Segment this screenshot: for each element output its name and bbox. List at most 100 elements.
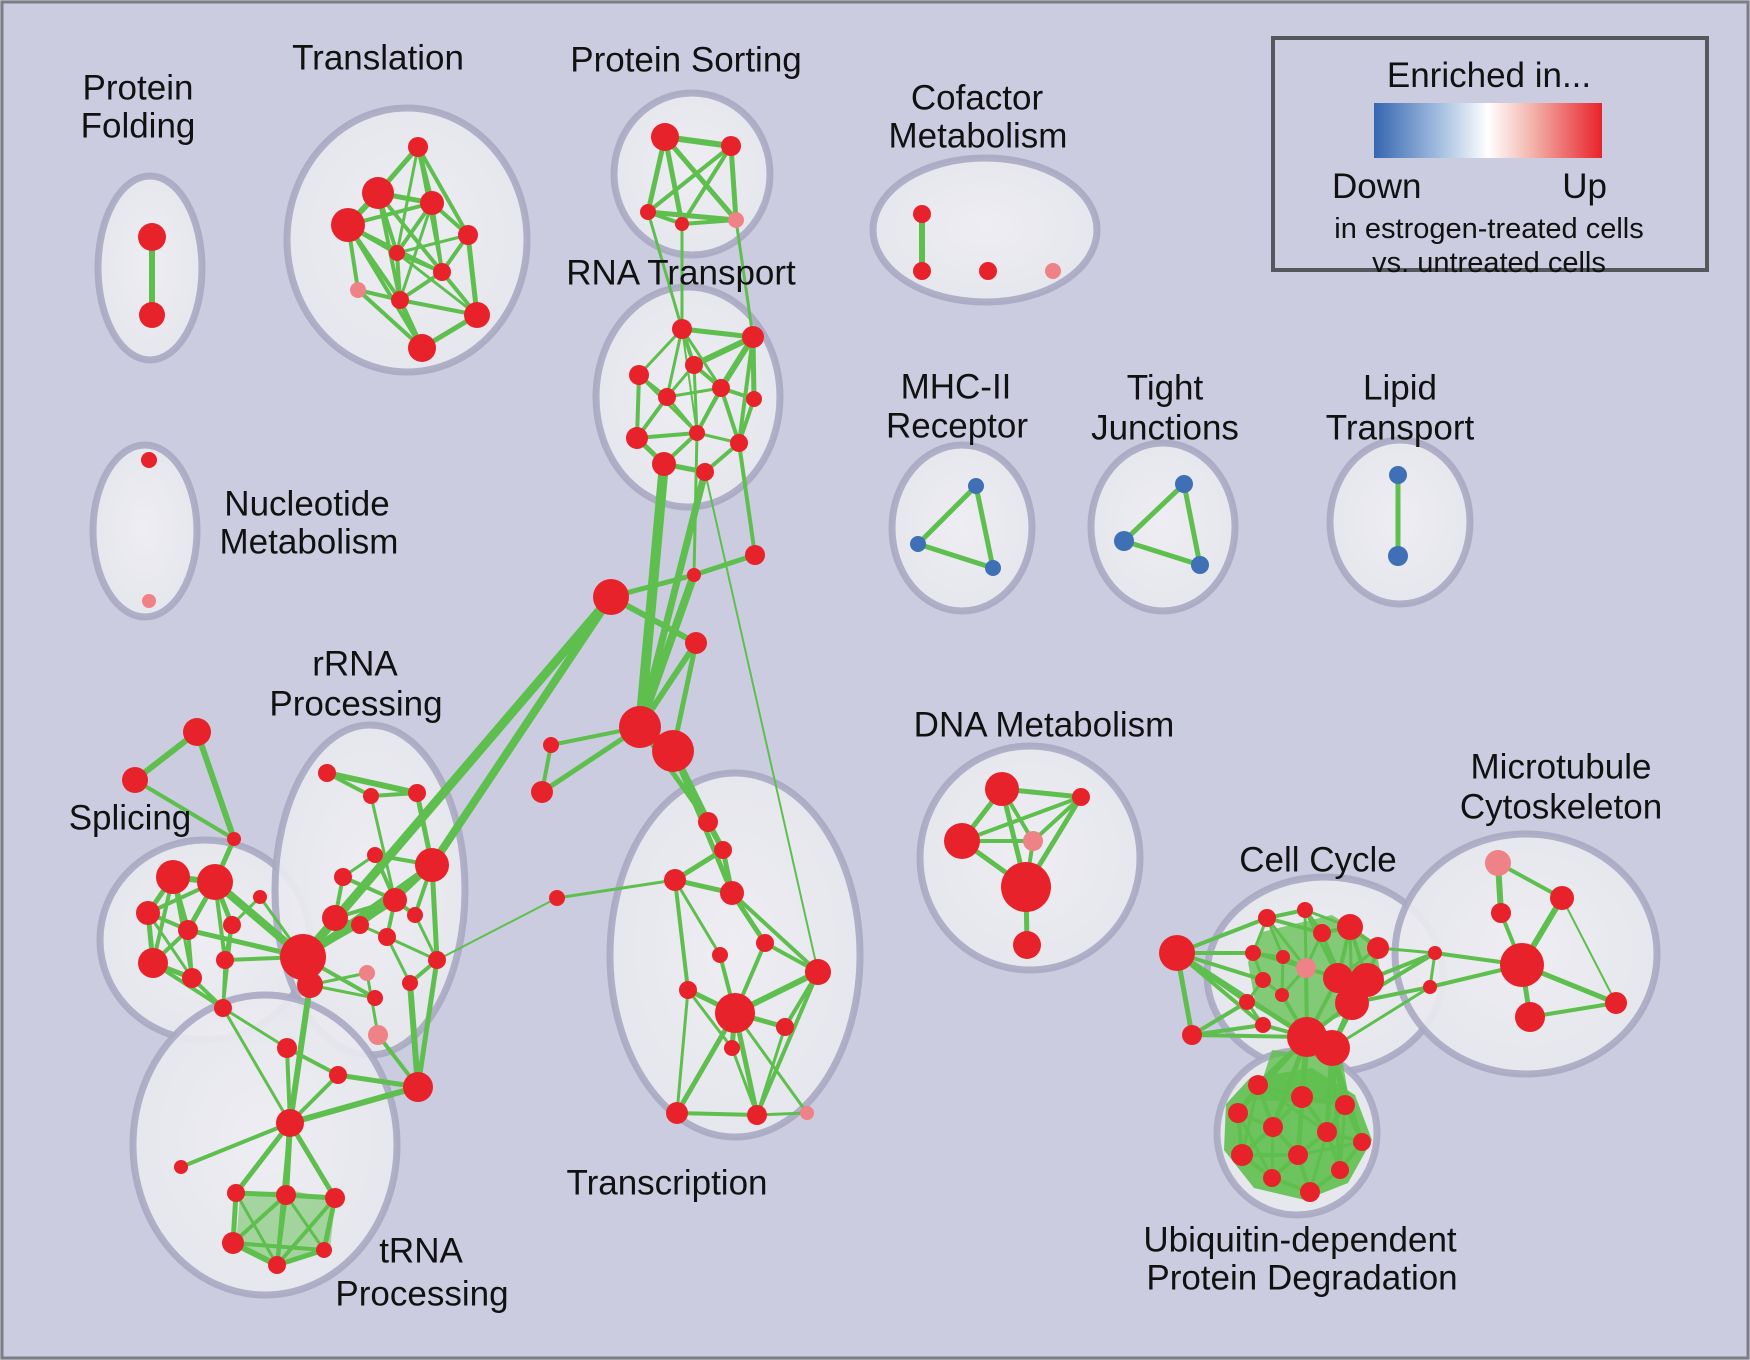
network-node-c1[interactable] — [698, 812, 718, 832]
network-node-hub1[interactable] — [619, 706, 661, 748]
network-node-mt1[interactable] — [1485, 850, 1511, 876]
network-node-cc9[interactable] — [1323, 963, 1353, 993]
network-node-tr5[interactable] — [268, 1256, 286, 1274]
network-node-dm1[interactable] — [985, 772, 1019, 806]
network-node-conn[interactable] — [253, 890, 267, 904]
network-node-tc7[interactable] — [724, 1040, 740, 1056]
network-node-cc13[interactable] — [1239, 994, 1255, 1010]
network-node-rr3[interactable] — [408, 784, 426, 802]
network-node-sp6[interactable] — [138, 948, 168, 978]
network-node-sp8[interactable] — [216, 951, 234, 969]
network-node-rr6[interactable] — [383, 888, 407, 912]
network-node-pk1[interactable] — [368, 1025, 388, 1045]
network-node-mt8[interactable] — [1423, 980, 1437, 994]
network-node-rt7[interactable] — [746, 391, 762, 407]
network-node-m4[interactable] — [593, 579, 629, 615]
network-node-ub4[interactable] — [1228, 1103, 1248, 1123]
network-node-c3[interactable] — [664, 869, 686, 891]
network-node-br3[interactable] — [403, 1072, 433, 1102]
network-node-ub9[interactable] — [1288, 1145, 1308, 1165]
network-node-tl2[interactable] — [362, 177, 394, 209]
network-node-tc5[interactable] — [715, 993, 755, 1033]
network-node-dm2[interactable] — [1072, 788, 1090, 806]
network-node-ps1[interactable] — [651, 123, 679, 151]
network-node-tc1[interactable] — [756, 934, 774, 952]
network-node-cc11[interactable] — [1255, 972, 1271, 988]
network-node-tl9[interactable] — [391, 291, 409, 309]
network-node-ps3[interactable] — [640, 204, 656, 220]
network-node-rr2[interactable] — [363, 788, 379, 804]
network-node-hubR2[interactable] — [297, 972, 323, 998]
network-node-rt9[interactable] — [626, 427, 648, 449]
network-node-mh2[interactable] — [910, 536, 926, 552]
network-node-tl1[interactable] — [408, 137, 428, 157]
network-node-rt2[interactable] — [742, 326, 764, 348]
network-node-rt11[interactable] — [652, 452, 676, 476]
network-node-nm2[interactable] — [142, 594, 156, 608]
network-node-rr8[interactable] — [322, 905, 348, 931]
network-node-rr1[interactable] — [318, 764, 336, 782]
network-node-sp3[interactable] — [136, 901, 160, 925]
network-node-ub1[interactable] — [1248, 1075, 1268, 1095]
network-node-rr9[interactable] — [351, 916, 369, 934]
network-node-ccI2[interactable] — [1182, 1025, 1202, 1045]
network-node-ub5[interactable] — [1263, 1117, 1283, 1137]
network-node-ub2[interactable] — [1291, 1086, 1313, 1108]
network-node-m8[interactable] — [549, 890, 565, 906]
network-node-trHub[interactable] — [276, 1109, 304, 1137]
network-node-tc3[interactable] — [805, 959, 831, 985]
network-node-cf2[interactable] — [913, 262, 931, 280]
network-node-tl5[interactable] — [458, 225, 478, 245]
network-node-cc14[interactable] — [1335, 986, 1369, 1020]
network-node-ub11[interactable] — [1263, 1169, 1281, 1187]
network-node-cf4[interactable] — [1045, 263, 1061, 279]
network-node-spC[interactable] — [227, 832, 241, 846]
network-node-ps5[interactable] — [728, 212, 744, 228]
network-node-tl4[interactable] — [420, 191, 444, 215]
network-node-rt10[interactable] — [730, 434, 748, 452]
network-node-rr12[interactable] — [359, 965, 375, 981]
network-node-mt5[interactable] — [1515, 1002, 1545, 1032]
network-node-rr10[interactable] — [378, 928, 396, 946]
network-node-tc9[interactable] — [747, 1105, 767, 1125]
network-node-ub12[interactable] — [1300, 1182, 1320, 1202]
network-node-tl8[interactable] — [350, 282, 366, 298]
network-node-tc4[interactable] — [679, 981, 697, 999]
network-node-tr4[interactable] — [222, 1232, 244, 1254]
network-node-cf3[interactable] — [979, 262, 997, 280]
network-node-mt7[interactable] — [1428, 946, 1442, 960]
network-node-dm6[interactable] — [1013, 931, 1041, 959]
network-node-c2[interactable] — [714, 841, 732, 859]
network-node-mt6[interactable] — [1605, 992, 1627, 1014]
network-node-rr11[interactable] — [407, 907, 423, 923]
network-node-tc10[interactable] — [800, 1106, 814, 1120]
network-node-rt4[interactable] — [629, 365, 649, 385]
network-node-rr15[interactable] — [367, 990, 383, 1006]
network-node-cf1[interactable] — [913, 205, 931, 223]
network-node-mt4[interactable] — [1500, 943, 1544, 987]
network-node-rt8[interactable] — [689, 425, 705, 441]
network-node-rr7[interactable] — [415, 848, 449, 882]
network-node-cc4[interactable] — [1337, 914, 1363, 940]
network-node-rr4[interactable] — [367, 847, 383, 863]
network-node-dm4[interactable] — [1023, 831, 1043, 851]
network-node-ps4[interactable] — [675, 217, 689, 231]
network-node-tl11[interactable] — [408, 334, 436, 362]
network-node-sp1[interactable] — [156, 860, 190, 894]
network-node-mh1[interactable] — [968, 478, 984, 494]
network-node-sp9[interactable] — [214, 999, 232, 1017]
network-node-m5[interactable] — [685, 632, 707, 654]
network-node-lt2[interactable] — [1388, 546, 1408, 566]
network-node-tl6[interactable] — [389, 245, 405, 261]
network-node-hubR[interactable] — [280, 934, 326, 980]
network-node-spA[interactable] — [183, 718, 211, 746]
network-node-m2[interactable] — [687, 568, 701, 582]
network-node-tl10[interactable] — [464, 302, 490, 328]
network-node-dm3[interactable] — [944, 823, 980, 859]
network-node-mt3[interactable] — [1491, 903, 1511, 923]
network-node-cc8[interactable] — [1296, 958, 1316, 978]
network-node-ccI1[interactable] — [1159, 935, 1195, 971]
network-node-tj1[interactable] — [1175, 475, 1193, 493]
network-node-rr13[interactable] — [402, 975, 418, 991]
network-node-rr14[interactable] — [428, 951, 446, 969]
